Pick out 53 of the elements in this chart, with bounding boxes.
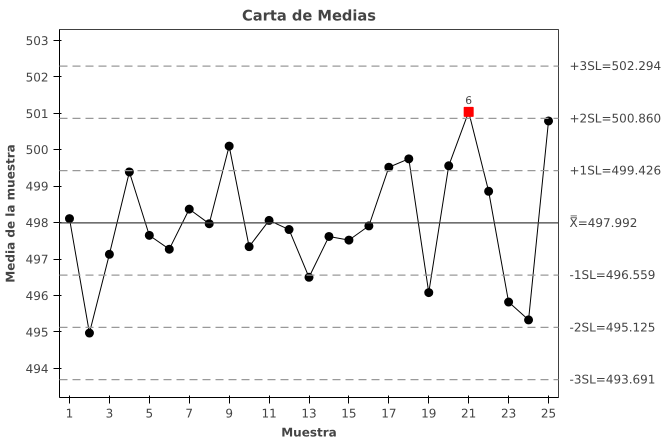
point bbox=[144, 230, 154, 240]
point bbox=[344, 236, 354, 245]
y-tick-label: 500 bbox=[26, 143, 48, 158]
x-tick-label: 23 bbox=[500, 406, 516, 420]
point bbox=[244, 242, 254, 252]
point bbox=[404, 154, 414, 164]
x-tick-label: 21 bbox=[461, 406, 476, 420]
x-tick-label: 19 bbox=[421, 406, 436, 420]
chart-title: Carta de Medias bbox=[242, 8, 376, 24]
annotation: 6 bbox=[465, 94, 472, 107]
point bbox=[524, 315, 534, 324]
point bbox=[544, 116, 554, 126]
ref-line-label: +1SL=499.426 bbox=[570, 164, 662, 178]
y-tick-label: 499 bbox=[26, 180, 48, 194]
x-tick-label: 25 bbox=[540, 406, 556, 420]
ref-line-label: -3SL=493.691 bbox=[570, 372, 656, 387]
point bbox=[464, 106, 474, 117]
x-axis-title: Muestra bbox=[281, 426, 337, 440]
point bbox=[424, 288, 434, 298]
y-axis-title: Media de la muestra bbox=[4, 144, 18, 283]
x-tick-label: 13 bbox=[301, 406, 317, 420]
x-tick-label: 9 bbox=[225, 406, 233, 420]
point bbox=[224, 142, 234, 151]
point bbox=[324, 232, 334, 241]
point bbox=[484, 186, 494, 196]
point bbox=[184, 204, 194, 214]
y-tick-label: 503 bbox=[26, 34, 48, 48]
y-tick-label: 501 bbox=[26, 106, 48, 121]
point bbox=[164, 244, 174, 254]
y-tick-label: 496 bbox=[26, 288, 48, 303]
x-tick-label: 11 bbox=[261, 406, 277, 420]
point bbox=[104, 250, 114, 259]
y-tick-label: 494 bbox=[26, 362, 48, 376]
y-tick-label: 495 bbox=[26, 325, 48, 340]
ref-line-label: +3SL=502.294 bbox=[570, 59, 662, 74]
ref-line-label: X̿=497.992 bbox=[570, 214, 638, 230]
ref-line-label: -1SL=496.559 bbox=[570, 268, 656, 282]
x-tick-label: 5 bbox=[146, 406, 154, 420]
point bbox=[444, 161, 454, 170]
x-tick-label: 17 bbox=[381, 406, 396, 420]
ref-line-label: -2SL=495.125 bbox=[570, 320, 656, 334]
x-tick-label: 1 bbox=[66, 406, 74, 420]
point bbox=[64, 214, 74, 224]
x-tick-label: 15 bbox=[341, 406, 357, 420]
ref-line-label: +2SL=500.860 bbox=[570, 111, 662, 126]
point bbox=[504, 298, 514, 307]
y-tick-label: 502 bbox=[26, 70, 48, 84]
x-tick-label: 3 bbox=[106, 406, 114, 420]
point bbox=[84, 328, 94, 338]
y-tick-label: 498 bbox=[26, 216, 48, 230]
x-tick-label: 7 bbox=[185, 406, 194, 420]
point bbox=[284, 225, 294, 234]
y-tick-label: 497 bbox=[26, 252, 48, 267]
